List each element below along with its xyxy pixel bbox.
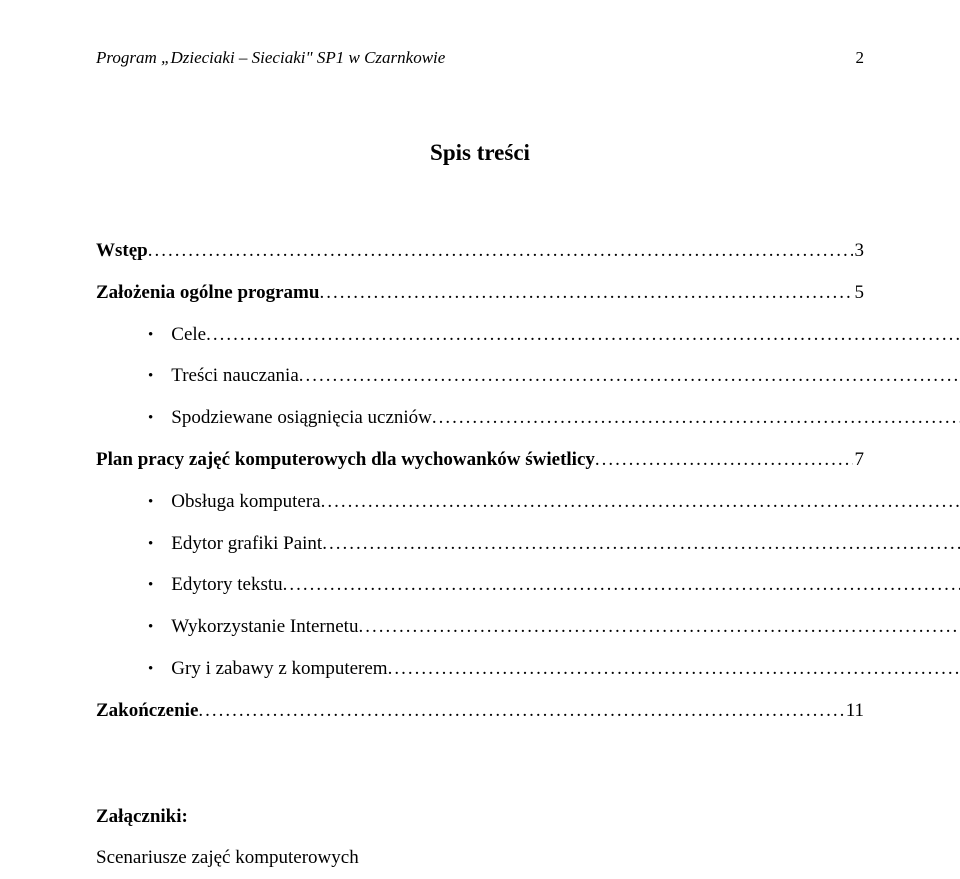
toc-leader <box>321 481 960 523</box>
document-title: Spis treści <box>96 140 864 166</box>
toc-leader <box>388 648 960 690</box>
toc-label: Plan pracy zajęć komputerowych dla wycho… <box>96 439 595 481</box>
bullet-icon: • <box>148 569 171 602</box>
toc-leader <box>283 564 960 606</box>
toc-row: Założenia ogólne programu 5 <box>96 272 864 314</box>
toc-row-inner: Edytory tekstu 8 <box>171 564 960 606</box>
toc-page: 3 <box>853 230 865 272</box>
toc-label: Zakończenie <box>96 690 198 732</box>
toc-label: Edytory tekstu <box>171 564 282 606</box>
toc-label: Założenia ogólne programu <box>96 272 319 314</box>
toc-leader <box>322 523 960 565</box>
toc-label: Gry i zabawy z komputerem <box>171 648 387 690</box>
bullet-icon: • <box>148 611 171 644</box>
toc-row: Zakończenie 11 <box>96 690 864 732</box>
bullet-icon: • <box>148 319 171 352</box>
toc-row: •Wykorzystanie Internetu 10 <box>96 606 864 648</box>
toc-row: Wstęp 3 <box>96 230 864 272</box>
toc-row: •Cele 5 <box>96 314 864 356</box>
toc-leader <box>198 690 843 732</box>
toc-row-inner: Wykorzystanie Internetu 10 <box>171 606 960 648</box>
bullet-icon: • <box>148 402 171 435</box>
toc-row: •Gry i zabawy z komputerem 10 <box>96 648 864 690</box>
toc-label: Cele <box>171 314 206 356</box>
page-number: 2 <box>856 48 865 68</box>
appendix-section: Załączniki: Scenariusze zajęć komputerow… <box>96 796 864 879</box>
toc-row: •Edytor grafiki Paint 7 <box>96 523 864 565</box>
appendix-line: Scenariusze zajęć komputerowych <box>96 837 864 879</box>
table-of-contents: Wstęp 3Założenia ogólne programu 5•Cele … <box>96 230 864 732</box>
toc-page: 5 <box>853 272 865 314</box>
toc-row-inner: Spodziewane osiągnięcia uczniów 5 <box>171 397 960 439</box>
toc-row: •Obsługa komputera 7 <box>96 481 864 523</box>
toc-leader <box>595 439 853 481</box>
bullet-icon: • <box>148 486 171 519</box>
toc-row-inner: Cele 5 <box>171 314 960 356</box>
toc-leader <box>432 397 960 439</box>
toc-row-inner: Edytor grafiki Paint 7 <box>171 523 960 565</box>
header-title: Program „Dzieciaki – Sieciaki" SP1 w Cza… <box>96 48 445 67</box>
bullet-icon: • <box>148 528 171 561</box>
toc-leader <box>206 314 960 356</box>
toc-row-inner: Gry i zabawy z komputerem 10 <box>171 648 960 690</box>
toc-label: Spodziewane osiągnięcia uczniów <box>171 397 432 439</box>
bullet-icon: • <box>148 653 171 686</box>
toc-row-inner: Treści nauczania 5 <box>171 355 960 397</box>
toc-label: Wstęp <box>96 230 148 272</box>
toc-label: Wykorzystanie Internetu <box>171 606 358 648</box>
toc-label: Obsługa komputera <box>171 481 320 523</box>
page-header: Program „Dzieciaki – Sieciaki" SP1 w Cza… <box>96 48 864 68</box>
toc-row: •Edytory tekstu 8 <box>96 564 864 606</box>
toc-label: Edytor grafiki Paint <box>171 523 322 565</box>
appendix-heading: Załączniki: <box>96 796 864 838</box>
toc-leader <box>319 272 852 314</box>
bullet-icon: • <box>148 360 171 393</box>
toc-page: 11 <box>844 690 864 732</box>
toc-row: •Spodziewane osiągnięcia uczniów 5 <box>96 397 864 439</box>
toc-leader <box>148 230 853 272</box>
toc-leader <box>358 606 960 648</box>
toc-row: •Treści nauczania 5 <box>96 355 864 397</box>
toc-leader <box>299 355 960 397</box>
toc-row: Plan pracy zajęć komputerowych dla wycho… <box>96 439 864 481</box>
toc-row-inner: Obsługa komputera 7 <box>171 481 960 523</box>
toc-label: Treści nauczania <box>171 355 299 397</box>
toc-page: 7 <box>853 439 865 481</box>
